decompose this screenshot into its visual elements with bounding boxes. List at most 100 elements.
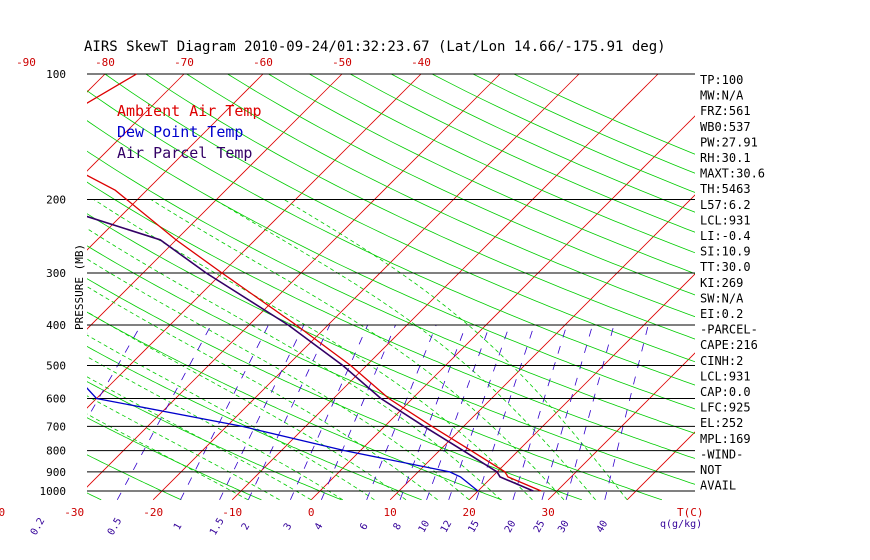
mixing-ratio-tick-label: 6	[358, 521, 371, 532]
dry-adiabat-line	[87, 120, 695, 410]
top-temp-tick-label: -90	[16, 56, 36, 69]
mixing-ratio-line	[320, 324, 396, 500]
mixing-ratio-line	[541, 324, 593, 500]
bottom-temp-tick-label: 0	[308, 506, 315, 519]
mixing-ratio-tick-label: 10	[417, 519, 433, 535]
chart-title: AIRS SkewT Diagram 2010-09-24/01:32:23.6…	[84, 39, 666, 55]
index-label: CAP:0.0	[700, 385, 751, 399]
index-label: SW:N/A	[700, 291, 744, 305]
x-axis-unit-label: T(C)	[677, 506, 704, 519]
mixing-ratio-tick-label: 12	[439, 519, 455, 535]
legend: Ambient Air Temp Dew Point Temp Air Parcel…	[117, 102, 262, 162]
moist-adiabat-line	[150, 199, 565, 501]
top-temp-tick-label: -80	[95, 56, 115, 69]
index-label: PW:27.91	[700, 135, 758, 149]
mixing-ratio-tick-label: 4	[313, 521, 326, 532]
isotherm-line	[87, 73, 106, 93]
pressure-tick-label: 100	[46, 68, 66, 81]
index-label: L57:6.2	[700, 198, 751, 212]
dry-adiabat-line	[186, 73, 695, 318]
moist-adiabat-line	[87, 258, 470, 501]
index-label: TP:100	[700, 73, 743, 87]
isotherm-line	[152, 73, 580, 501]
index-label: TT:30.0	[700, 260, 751, 274]
mixing-ratio-line	[247, 324, 331, 501]
index-label: SI:10.9	[700, 245, 751, 259]
index-label: TH:5463	[700, 182, 751, 196]
top-temp-tick-label: -70	[174, 56, 194, 69]
isotherm-line	[468, 273, 695, 501]
moist-adiabat-line	[87, 376, 312, 501]
dry-adiabat-line	[87, 90, 695, 386]
series-line	[87, 215, 534, 492]
index-label: EL:252	[700, 416, 743, 430]
mixing-ratio-line	[426, 324, 491, 500]
dry-adiabat-line	[268, 73, 695, 275]
moist-adiabat-line	[87, 228, 502, 501]
bottom-temp-tick-label: -10	[222, 506, 242, 519]
isotherm-line	[785, 74, 870, 500]
moist-adiabat-line	[87, 334, 375, 501]
index-label: LI:-0.4	[700, 229, 751, 243]
y-axis-label: PRESSURE (MB)	[73, 244, 86, 330]
dry-adiabat-line	[309, 73, 695, 254]
mixing-ratio-line	[475, 324, 535, 500]
index-label: CAPE:216	[700, 338, 758, 352]
dry-adiabat-line	[87, 213, 695, 485]
pressure-tick-label: 700	[46, 420, 66, 433]
index-label: -WIND-	[700, 447, 743, 461]
legend-entry: Ambient Air Temp	[117, 102, 262, 120]
dry-adiabat-line	[87, 417, 262, 501]
index-label: MAXT:30.6	[700, 167, 765, 181]
index-label: FRZ:561	[700, 104, 751, 118]
pressure-tick-label: 900	[46, 466, 66, 479]
mixing-ratio-line	[448, 324, 510, 500]
dry-adiabat-line	[145, 73, 695, 340]
index-label: EI:0.2	[700, 307, 743, 321]
legend-entry: Air Parcel Temp	[117, 144, 252, 162]
bottom-temp-tick-label: 30	[542, 506, 555, 519]
top-temp-tick-label: -60	[253, 56, 273, 69]
mixing-ratio-unit-label: q(g/kg)	[660, 519, 702, 530]
dry-adiabat-line	[87, 278, 582, 501]
mixing-ratio-tick-label: 40	[595, 519, 611, 535]
grid-lines	[87, 73, 870, 501]
mixing-ratio-tick-label: 2	[240, 521, 253, 532]
isotherm-line	[389, 194, 695, 501]
bottom-temp-tick-label: 20	[463, 506, 476, 519]
mixing-ratio-tick-label: 1	[172, 521, 185, 532]
axis-ticks: 1002003004005006007008009001000-120-110-…	[0, 56, 610, 537]
dry-adiabat-line	[87, 181, 695, 459]
mixing-ratio-line	[399, 324, 467, 500]
mixing-ratio-line	[512, 324, 568, 500]
pressure-tick-label: 500	[46, 359, 66, 372]
mixing-ratio-tick-label: 0.5	[106, 516, 125, 537]
dry-adiabat-line	[227, 73, 695, 296]
isotherm-line	[547, 352, 695, 501]
bottom-temp-tick-label: -20	[143, 506, 163, 519]
mixing-ratio-tick-label: 15	[466, 519, 482, 535]
mixing-ratio-line	[116, 324, 212, 501]
index-label: LCL:931	[700, 213, 751, 227]
moist-adiabat-line	[87, 286, 438, 501]
index-label: LFC:925	[700, 401, 751, 415]
isotherm-line	[87, 73, 501, 488]
pressure-tick-label: 1000	[40, 485, 67, 498]
legend-entry: Dew Point Temp	[117, 123, 243, 141]
dry-adiabat-line	[513, 73, 695, 155]
moist-adiabat-line	[87, 311, 407, 501]
pressure-tick-label: 600	[46, 392, 66, 405]
isotherm-line	[87, 73, 264, 251]
dry-adiabat-line	[87, 311, 502, 501]
bottom-temp-tick-label: -40	[0, 506, 5, 519]
mixing-ratio-tick-label: 3	[282, 521, 295, 532]
index-label: WB0:537	[700, 120, 751, 134]
bottom-temp-tick-label: -30	[64, 506, 84, 519]
bottom-temp-tick-label: 10	[384, 506, 397, 519]
index-label: LCL:931	[700, 369, 751, 383]
index-label: MPL:169	[700, 432, 751, 446]
mixing-ratio-tick-label: 8	[392, 521, 405, 532]
index-label: CINH:2	[700, 354, 743, 368]
